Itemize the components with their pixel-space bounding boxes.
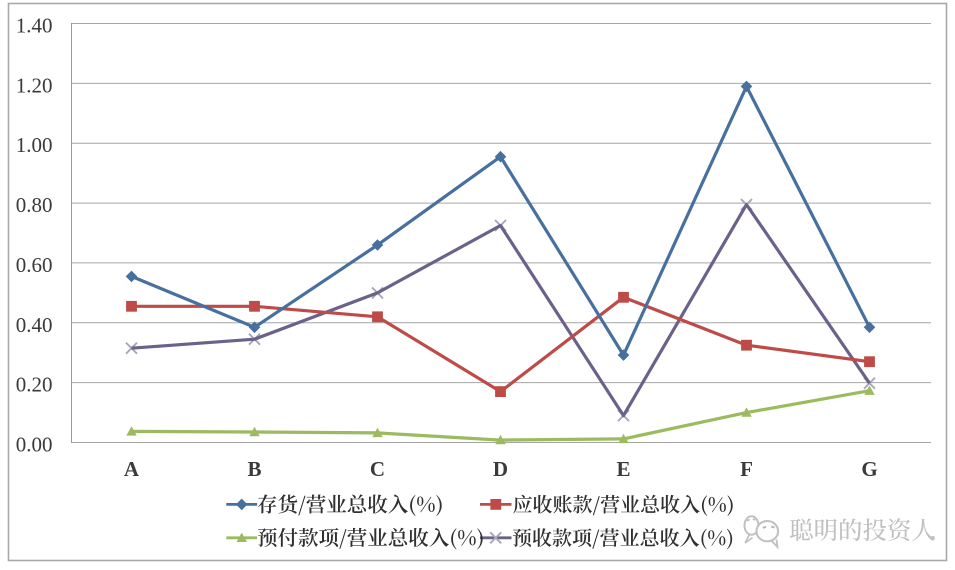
svg-text:E: E xyxy=(616,457,630,481)
svg-text:1.40: 1.40 xyxy=(16,14,53,38)
svg-text:1.20: 1.20 xyxy=(16,73,53,97)
svg-text:D: D xyxy=(493,457,508,481)
svg-text:B: B xyxy=(247,457,261,481)
svg-text:A: A xyxy=(124,457,140,481)
svg-text:0.60: 0.60 xyxy=(16,253,53,277)
svg-text:C: C xyxy=(370,457,385,481)
svg-text:G: G xyxy=(861,457,877,481)
svg-text:F: F xyxy=(740,457,753,481)
svg-text:0.80: 0.80 xyxy=(16,193,53,217)
svg-text:1.00: 1.00 xyxy=(16,133,53,157)
svg-text:0.40: 0.40 xyxy=(16,313,53,337)
svg-text:0.20: 0.20 xyxy=(16,373,53,397)
svg-text:0.00: 0.00 xyxy=(16,433,53,457)
